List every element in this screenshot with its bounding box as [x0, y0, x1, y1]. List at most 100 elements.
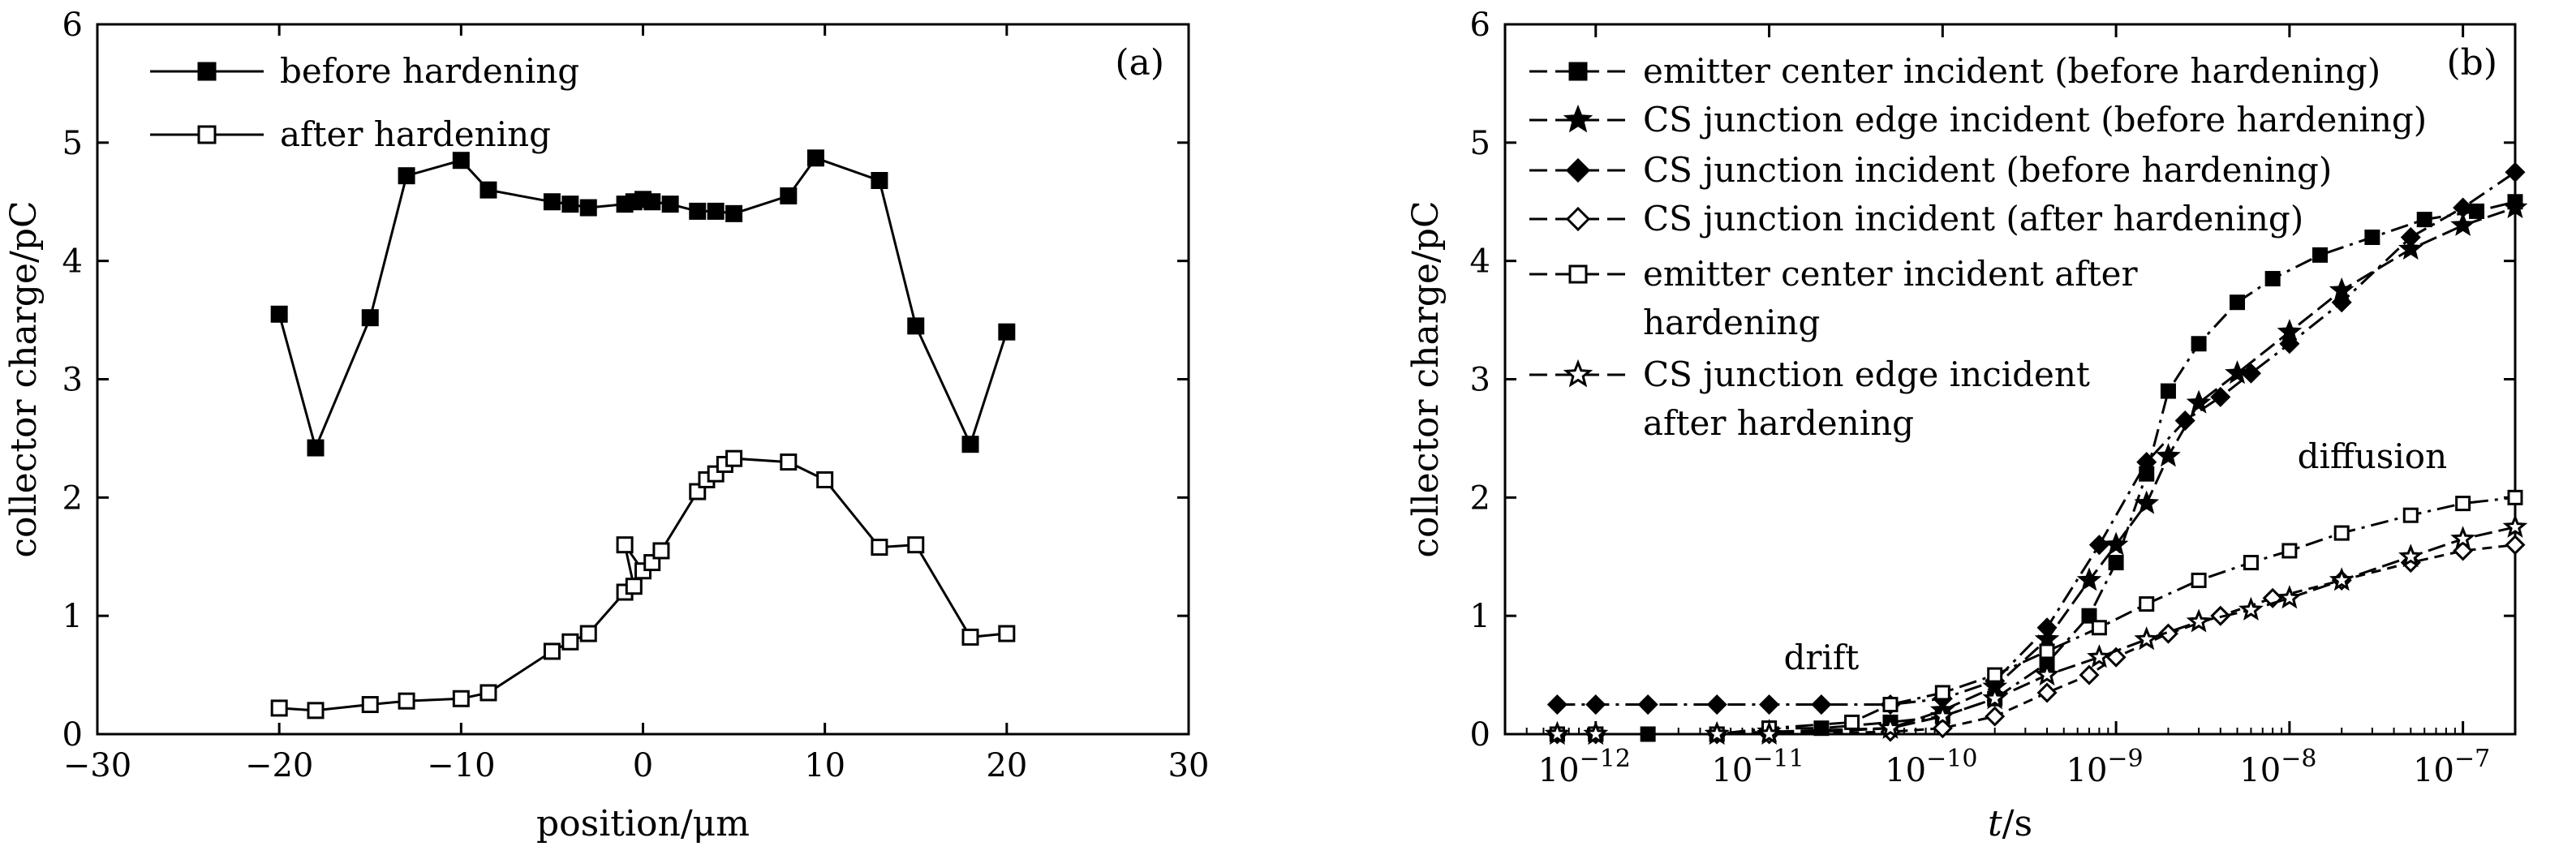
x-axis-label-unit: /s — [2002, 803, 2032, 844]
x-tick-base: 10 — [1711, 752, 1752, 789]
data-point — [2400, 226, 2421, 248]
data-point — [270, 699, 288, 717]
data-point — [2191, 572, 2207, 588]
data-point — [2453, 197, 2474, 218]
y-tick-label: 3 — [1470, 362, 1490, 399]
data-point — [2087, 644, 2112, 668]
data-point — [652, 542, 670, 560]
data-point — [1704, 720, 1730, 745]
data-point — [2455, 496, 2471, 512]
x-tick-label: 10−9 — [2066, 745, 2144, 789]
data-point — [2264, 271, 2281, 287]
data-point — [480, 684, 497, 702]
legend-label: CS junction edge incident after hardening — [1643, 354, 2090, 443]
data-point — [907, 536, 925, 554]
data-point — [1929, 702, 1955, 728]
data-point — [871, 539, 888, 556]
legend-label: CS junction edge incident (before harden… — [1643, 100, 2427, 140]
data-point — [2502, 194, 2528, 219]
data-point — [2036, 617, 2058, 638]
series-1 — [270, 149, 1016, 457]
legend-marker — [1563, 359, 1593, 388]
data-point — [2398, 236, 2423, 260]
data-point — [2103, 531, 2129, 556]
data-point — [1637, 694, 1658, 715]
data-point — [1987, 667, 2003, 683]
x-tick-label: −30 — [63, 747, 131, 784]
x-tick-base: 10 — [2066, 752, 2108, 789]
chart-panel-a: −30 −20 −10 0 10 20 30 0 1 2 3 4 5 6 position/μm collec… — [3, 6, 1209, 844]
x-tick-label: 0 — [633, 747, 653, 784]
data-point — [1585, 694, 1606, 715]
data-point — [2186, 608, 2212, 633]
x-tick-base: 10 — [1885, 752, 1926, 789]
legend-marker — [197, 62, 217, 81]
y-tick-label: 3 — [62, 362, 83, 399]
data-point — [2502, 513, 2528, 538]
data-point — [2469, 203, 2485, 219]
x-tick-base: 10 — [2239, 752, 2281, 789]
data-point — [2240, 363, 2261, 384]
data-point — [1546, 694, 1568, 715]
data-point — [2398, 544, 2423, 568]
data-point — [1877, 715, 1903, 739]
data-point — [1544, 720, 1570, 745]
data-point — [2450, 212, 2476, 236]
x-tick-exponent: −11 — [1752, 745, 1804, 773]
data-point — [398, 692, 415, 710]
data-point — [643, 193, 661, 211]
x-tick-exponent: −12 — [1580, 745, 1631, 773]
legend: before hardening after hardening — [150, 51, 579, 154]
x-tick-label: 10−8 — [2239, 745, 2316, 789]
data-point — [2279, 333, 2300, 354]
data-point — [2174, 410, 2195, 432]
y-tick-label: 6 — [62, 6, 83, 44]
data-point — [2079, 664, 2100, 685]
data-point — [561, 195, 579, 213]
data-point — [2134, 490, 2160, 514]
series-2 — [270, 449, 1016, 720]
data-point — [452, 152, 470, 170]
data-point — [2186, 389, 2212, 414]
data-point — [270, 305, 288, 323]
data-point — [579, 199, 597, 217]
y-tick-label: 5 — [62, 125, 83, 162]
legend-marker — [1568, 62, 1588, 81]
data-point — [579, 625, 597, 642]
x-tick-label: 10−7 — [2413, 745, 2490, 789]
data-point — [2036, 682, 2058, 703]
data-point — [452, 690, 470, 707]
data-point — [2243, 555, 2259, 571]
data-point — [2238, 596, 2264, 621]
series-5 — [1549, 489, 2523, 742]
data-point — [480, 181, 497, 199]
data-point — [871, 172, 888, 189]
data-point — [2156, 443, 2181, 467]
legend-marker — [1565, 157, 1591, 183]
y-axis-label: collector charge/pC — [3, 200, 45, 557]
data-point — [1583, 720, 1609, 745]
legend-label: CS junction incident (before hardening) — [1643, 150, 2332, 190]
data-point — [1757, 720, 1782, 745]
data-point — [561, 633, 579, 651]
data-point — [2262, 587, 2283, 608]
data-point — [961, 436, 979, 453]
legend-label: before hardening — [280, 51, 579, 91]
legend-marker — [197, 125, 217, 144]
legend-label: CS junction incident (after hardening) — [1643, 199, 2303, 238]
x-axis-label-variable: t — [1988, 803, 2002, 844]
legend-marker — [1563, 104, 1593, 133]
data-point — [725, 449, 743, 467]
y-tick-label: 0 — [62, 716, 83, 754]
y-tick-label: 4 — [62, 243, 83, 281]
x-tick-label: −10 — [427, 747, 495, 784]
data-point — [1882, 697, 1899, 713]
series-4 — [1546, 535, 2526, 745]
data-point — [689, 202, 707, 220]
data-point — [2034, 661, 2060, 686]
data-point — [661, 195, 679, 213]
data-point — [1811, 694, 1832, 715]
data-point — [2333, 525, 2350, 541]
series-line — [279, 457, 1007, 712]
y-tick-label: 2 — [62, 479, 83, 517]
